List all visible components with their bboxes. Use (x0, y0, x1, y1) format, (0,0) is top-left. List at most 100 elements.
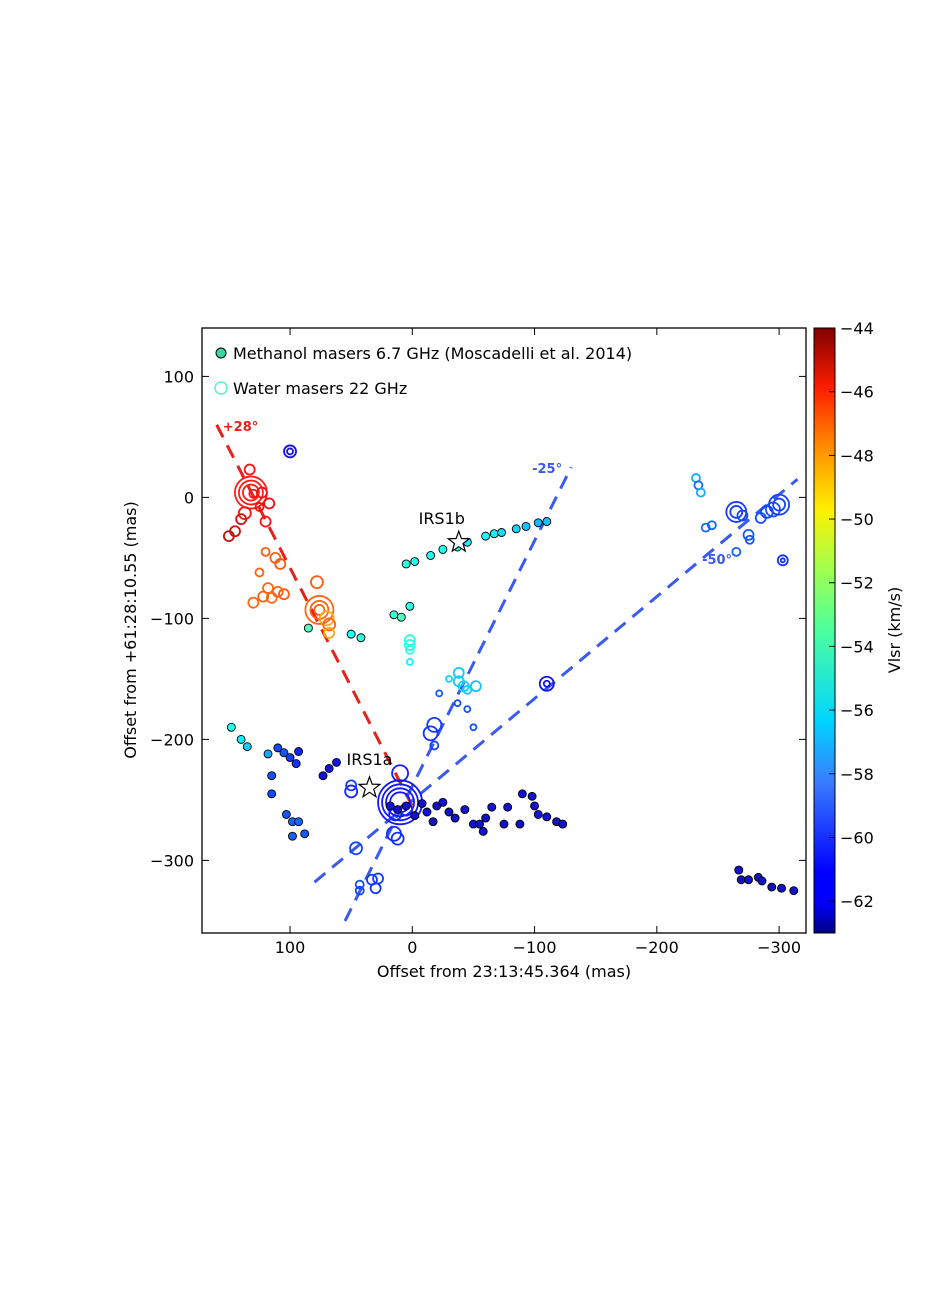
water-maser (247, 596, 260, 609)
methanol-maser (438, 544, 448, 554)
methanol-maser (481, 531, 491, 541)
water-maser (260, 546, 271, 557)
x-tick-label: 100 (275, 938, 306, 957)
methanol-maser (558, 819, 568, 829)
water-maser (263, 497, 276, 510)
water-maser (426, 716, 443, 733)
methanol-maser (475, 819, 484, 829)
water-maser (372, 872, 384, 885)
methanol-maser (744, 875, 753, 885)
methanol-maser (497, 528, 507, 537)
water-maser-points (222, 444, 791, 896)
water-maser (429, 740, 440, 751)
plot-frame (201, 327, 807, 934)
methanol-maser (417, 799, 427, 808)
water-maser (776, 554, 789, 567)
methanol-maser (393, 805, 403, 815)
water-maser (242, 483, 260, 502)
water-maser (729, 505, 744, 519)
methanol-maser (281, 809, 291, 819)
water-maser (323, 627, 336, 639)
colorbar-tick-label: −48 (840, 446, 874, 465)
water-maser (278, 588, 290, 601)
annotation-irs1a: IRS1a (347, 750, 393, 769)
colorbar-tick-label: −60 (840, 828, 874, 847)
water-maser (345, 779, 358, 792)
methanol-maser (396, 612, 406, 622)
methanol-maser (481, 813, 491, 823)
water-maser (238, 479, 264, 506)
methanol-maser (530, 801, 540, 811)
water-maser (469, 723, 478, 732)
methanol-maser (734, 865, 744, 875)
water-maser (304, 595, 335, 625)
methanol-maser (303, 623, 313, 633)
water-maser (469, 680, 482, 693)
water-maser (354, 879, 365, 890)
methanol-maser (515, 819, 525, 829)
methanol-maser (285, 753, 295, 762)
methanol-maser (273, 743, 283, 753)
blue-outflow-line-25 (343, 466, 573, 922)
water-maser (768, 493, 791, 516)
methanol-maser (324, 763, 334, 773)
x-tick-label: 0 (407, 938, 417, 957)
water-maser (453, 699, 462, 707)
methanol-maser (346, 629, 356, 639)
methanol-maser (460, 805, 470, 815)
colorbar-tick-label: −50 (840, 510, 874, 529)
axes: 100 0 −100 −200 −300 100 0 −100 −200 −300 (150, 328, 806, 957)
methanol-maser (242, 742, 252, 752)
water-maser (725, 501, 748, 523)
outflow-lines (215, 424, 799, 922)
water-maser (254, 567, 265, 578)
methanol-maser (542, 812, 552, 822)
methanol-maser (236, 734, 246, 744)
water-maser (772, 497, 787, 512)
methanol-maser (389, 610, 399, 620)
methanol-maser (332, 757, 341, 767)
water-maser (403, 639, 416, 651)
x-tick-label: −100 (513, 938, 557, 957)
water-maser (452, 666, 465, 679)
legend-methanol-marker (215, 347, 227, 359)
water-maser (349, 841, 363, 856)
methanol-maser (263, 749, 273, 759)
water-maser (463, 705, 472, 714)
x-tick-label: −200 (635, 938, 679, 957)
methanol-maser (533, 809, 543, 819)
x-tick-label: −300 (757, 938, 801, 957)
methanol-maser (267, 771, 277, 781)
water-maser (286, 447, 294, 456)
red-outflow-line-label: +28° (223, 420, 258, 435)
methanol-maser (385, 801, 395, 811)
legend-water-marker (214, 381, 228, 395)
colorbar-ticks: −44 −46 −48 −50 −52 −54 −56 −58 −60 −62 (829, 319, 874, 911)
water-maser (744, 534, 755, 545)
methanol-maser (438, 797, 448, 807)
star-marker-irs1b (446, 529, 471, 553)
colorbar: −44 −46 −48 −50 −52 −54 −56 −58 −60 −62 Vlsr (km/… (813, 319, 904, 934)
methanol-maser (267, 789, 277, 799)
colorbar-tick-label: −54 (840, 637, 874, 656)
colorbar-tick-label: −56 (840, 701, 874, 720)
methanol-maser (503, 802, 513, 812)
water-maser (700, 522, 711, 533)
methanol-maser (401, 801, 411, 811)
water-maser (779, 557, 786, 564)
methanol-maser (288, 831, 297, 841)
water-maser (310, 575, 324, 589)
water-maser (322, 617, 337, 632)
methanol-maser (405, 601, 415, 611)
legend-methanol-label: Methanol masers 6.7 GHz (Moscadelli et a… (233, 344, 632, 363)
methanol-maser (478, 826, 488, 836)
methanol-maser (401, 559, 411, 569)
methanol-maser-points (226, 517, 799, 896)
colorbar-tick-label: −62 (840, 892, 874, 911)
water-maser (404, 644, 415, 655)
water-maser (344, 784, 359, 799)
water-maser (695, 487, 706, 498)
y-tick-label: −100 (150, 609, 194, 628)
water-maser (390, 831, 405, 846)
methanol-maser (757, 876, 767, 886)
